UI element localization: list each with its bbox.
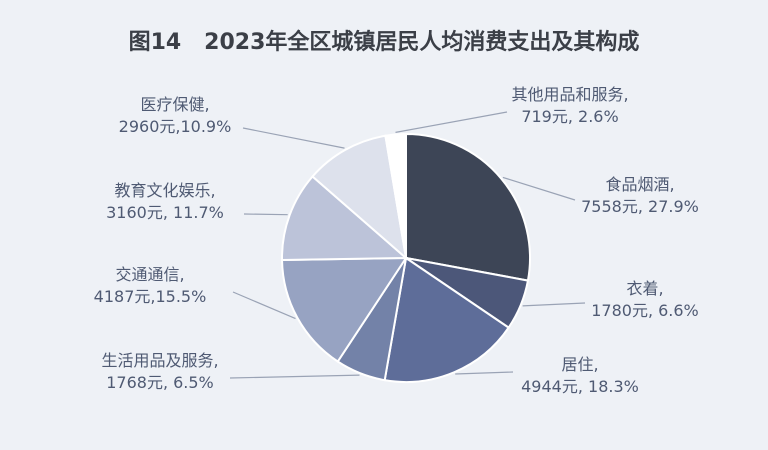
- slice-label-value-8: 719元, 2.6%: [521, 107, 618, 126]
- slice-label-value-1: 7558元, 27.9%: [581, 197, 699, 216]
- slice-label-value-7: 2960元,10.9%: [119, 117, 232, 136]
- slice-label-value-3: 4944元, 18.3%: [521, 377, 639, 396]
- pie-slice-5: [281, 256, 408, 363]
- slice-label-name-2: 衣着,: [626, 279, 663, 298]
- leader-line-2: [522, 302, 586, 307]
- pie-slice-6: [281, 175, 409, 262]
- slice-label-value-5: 4187元,15.5%: [94, 287, 207, 306]
- slice-label-value-4: 1768元, 6.5%: [106, 373, 214, 392]
- slice-label-name-5: 交通通信,: [115, 265, 184, 284]
- chart-title: 图14 2023年全区城镇居民人均消费支出及其构成: [128, 30, 640, 55]
- leader-line-1: [502, 176, 576, 201]
- leader-line-4: [229, 374, 360, 379]
- leader-lines: [229, 111, 586, 379]
- leader-line-7: [242, 127, 345, 149]
- leader-line-6: [243, 213, 288, 216]
- slice-label-name-1: 食品烟酒,: [605, 175, 674, 194]
- pie-slice-8: [384, 132, 407, 259]
- slice-label-value-6: 3160元, 11.7%: [106, 203, 224, 222]
- slice-label-name-6: 教育文化娱乐,: [114, 181, 215, 200]
- slice-label-value-2: 1780元, 6.6%: [591, 301, 699, 320]
- slice-label-name-7: 医疗保健,: [140, 95, 209, 114]
- slice-label-name-4: 生活用品及服务,: [101, 351, 218, 370]
- leader-line-8: [395, 111, 508, 133]
- pie-slice-1: [405, 132, 531, 282]
- pie-slice-3: [383, 256, 510, 383]
- slice-label-name-8: 其他用品和服务,: [511, 85, 628, 104]
- slice-label-name-3: 居住,: [561, 355, 598, 374]
- pie-slices: [281, 132, 531, 383]
- leader-line-5: [232, 291, 296, 320]
- leader-line-3: [455, 371, 514, 375]
- slice-labels: 食品烟酒, 7558元, 27.9% 衣着, 1780元, 6.6% 居住, 4944元,…: [94, 85, 699, 396]
- pie-slice-7: [311, 134, 408, 261]
